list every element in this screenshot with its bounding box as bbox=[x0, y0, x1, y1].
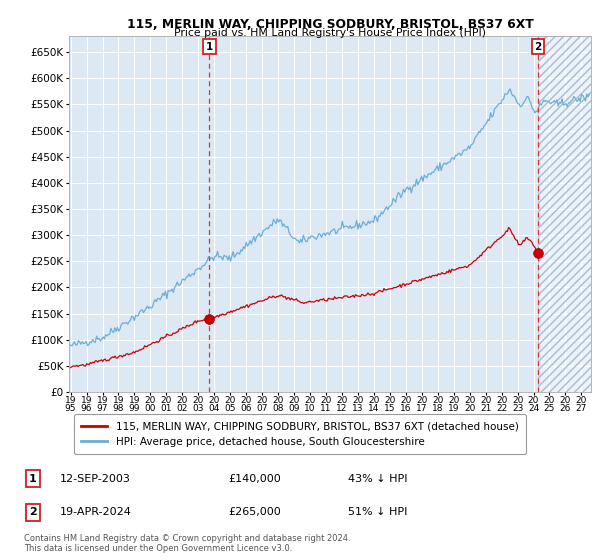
Text: 1: 1 bbox=[29, 474, 37, 484]
Text: £140,000: £140,000 bbox=[228, 474, 281, 484]
Legend: 115, MERLIN WAY, CHIPPING SODBURY, BRISTOL, BS37 6XT (detached house), HPI: Aver: 115, MERLIN WAY, CHIPPING SODBURY, BRIST… bbox=[74, 414, 526, 454]
Bar bbox=[538, 36, 591, 392]
Text: Contains HM Land Registry data © Crown copyright and database right 2024.
This d: Contains HM Land Registry data © Crown c… bbox=[24, 534, 350, 553]
Text: 51% ↓ HPI: 51% ↓ HPI bbox=[348, 507, 407, 517]
Bar bbox=[538, 36, 591, 392]
Text: 12-SEP-2003: 12-SEP-2003 bbox=[60, 474, 131, 484]
Text: 19-APR-2024: 19-APR-2024 bbox=[60, 507, 132, 517]
Text: 115, MERLIN WAY, CHIPPING SODBURY, BRISTOL, BS37 6XT: 115, MERLIN WAY, CHIPPING SODBURY, BRIST… bbox=[127, 18, 533, 31]
Text: 1: 1 bbox=[206, 42, 213, 52]
Text: 2: 2 bbox=[535, 42, 542, 52]
Text: 43% ↓ HPI: 43% ↓ HPI bbox=[348, 474, 407, 484]
Text: £265,000: £265,000 bbox=[228, 507, 281, 517]
Text: 2: 2 bbox=[29, 507, 37, 517]
Text: Price paid vs. HM Land Registry's House Price Index (HPI): Price paid vs. HM Land Registry's House … bbox=[174, 28, 486, 38]
